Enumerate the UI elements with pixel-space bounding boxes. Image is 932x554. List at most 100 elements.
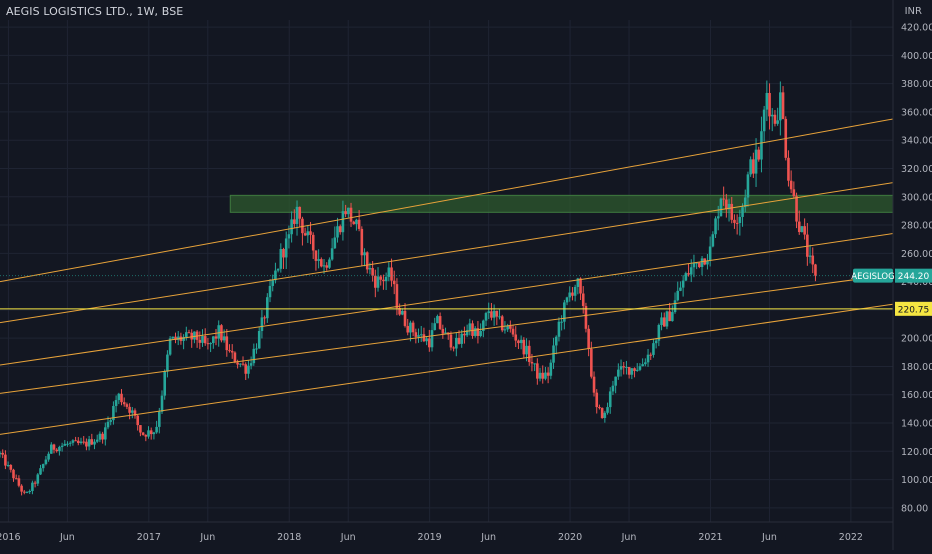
candle-body bbox=[144, 434, 148, 437]
candle-body bbox=[306, 231, 310, 236]
x-tick-label: 2020 bbox=[558, 532, 582, 543]
candle-body bbox=[738, 216, 742, 223]
candle-body bbox=[376, 276, 380, 288]
trendline bbox=[0, 118, 894, 283]
candle-body bbox=[249, 363, 253, 366]
candle-body bbox=[803, 226, 806, 235]
candle-body bbox=[257, 330, 261, 349]
candle-body bbox=[760, 131, 763, 160]
candle-body bbox=[217, 325, 221, 339]
candle-body bbox=[660, 317, 663, 326]
candle-body bbox=[779, 92, 782, 121]
candle-body bbox=[641, 364, 644, 367]
candle-body bbox=[692, 263, 696, 268]
x-tick-label: Jun bbox=[59, 532, 75, 543]
candle-body bbox=[681, 280, 685, 288]
x-tick-label: 2019 bbox=[418, 532, 442, 543]
candle-body bbox=[190, 332, 194, 340]
candle-body bbox=[487, 311, 491, 314]
candle-body bbox=[185, 332, 188, 337]
candle-body bbox=[50, 444, 53, 454]
candle-body bbox=[252, 348, 256, 364]
candle-body bbox=[716, 216, 720, 219]
candle-body bbox=[527, 345, 531, 362]
y-tick-label: 100.00 bbox=[901, 475, 932, 486]
candle-body bbox=[795, 196, 798, 222]
candle-body bbox=[517, 340, 520, 344]
candle-body bbox=[301, 218, 304, 234]
candle-body bbox=[284, 238, 288, 258]
candle-body bbox=[811, 255, 815, 265]
candle-body bbox=[646, 354, 650, 363]
candle-body bbox=[614, 376, 617, 386]
candle-body bbox=[444, 332, 447, 334]
candle-body bbox=[671, 312, 674, 322]
candle-body bbox=[295, 206, 299, 224]
candle-body bbox=[25, 491, 29, 493]
candle-body bbox=[52, 444, 56, 450]
candle-body bbox=[536, 363, 539, 379]
candle-body bbox=[193, 331, 196, 340]
candle-body bbox=[371, 268, 374, 276]
candle-body bbox=[101, 433, 104, 440]
candle-body bbox=[633, 368, 636, 371]
candle-body bbox=[722, 198, 725, 200]
x-tick-label: 2021 bbox=[698, 532, 722, 543]
candle-body bbox=[330, 248, 334, 260]
level-tag bbox=[895, 301, 932, 316]
candle-body bbox=[789, 180, 793, 190]
y-tick-label: 400.00 bbox=[901, 51, 932, 62]
candle-body bbox=[419, 334, 423, 336]
candle-body bbox=[695, 262, 698, 264]
candle-body bbox=[568, 292, 572, 298]
x-tick-label: Jun bbox=[340, 532, 356, 543]
candle-body bbox=[698, 262, 701, 267]
candle-body bbox=[735, 222, 739, 224]
candle-body bbox=[160, 395, 164, 412]
candle-body bbox=[355, 219, 358, 225]
candle-body bbox=[565, 297, 569, 303]
candle-body bbox=[711, 234, 715, 247]
candle-body bbox=[131, 410, 134, 413]
candle-body bbox=[239, 363, 242, 365]
candle-body bbox=[598, 407, 601, 409]
candle-body bbox=[236, 362, 239, 365]
candle-body bbox=[271, 280, 275, 286]
candle-body bbox=[557, 321, 561, 337]
x-tick-label: Jun bbox=[199, 532, 215, 543]
candle-body bbox=[214, 336, 218, 339]
candle-body bbox=[182, 336, 185, 341]
candle-body bbox=[114, 400, 118, 406]
candle-body bbox=[425, 338, 428, 342]
candle-body bbox=[347, 207, 350, 215]
candle-body bbox=[511, 328, 515, 335]
candle-body bbox=[44, 459, 48, 465]
candle-body bbox=[398, 308, 401, 315]
candle-body bbox=[743, 197, 747, 208]
candle-body bbox=[263, 317, 266, 319]
candle-body bbox=[392, 280, 396, 285]
candle-body bbox=[357, 219, 361, 229]
candle-body bbox=[276, 268, 280, 271]
candle-body bbox=[727, 203, 731, 210]
candle-body bbox=[106, 421, 110, 428]
candle-body bbox=[311, 234, 315, 251]
candle-body bbox=[212, 336, 215, 344]
candle-body bbox=[430, 330, 434, 348]
candle-body bbox=[322, 265, 326, 267]
candle-body bbox=[500, 316, 504, 331]
candle-body bbox=[155, 426, 158, 433]
trendline bbox=[0, 182, 894, 324]
candle-body bbox=[82, 441, 86, 443]
candle-body bbox=[68, 442, 72, 444]
candle-body bbox=[752, 159, 755, 174]
candle-body bbox=[133, 410, 137, 416]
candle-body bbox=[546, 372, 550, 376]
candle-body bbox=[333, 237, 337, 249]
candle-body bbox=[352, 221, 356, 225]
candle-body bbox=[349, 207, 353, 222]
candle-body bbox=[603, 412, 607, 418]
candle-body bbox=[95, 439, 99, 442]
